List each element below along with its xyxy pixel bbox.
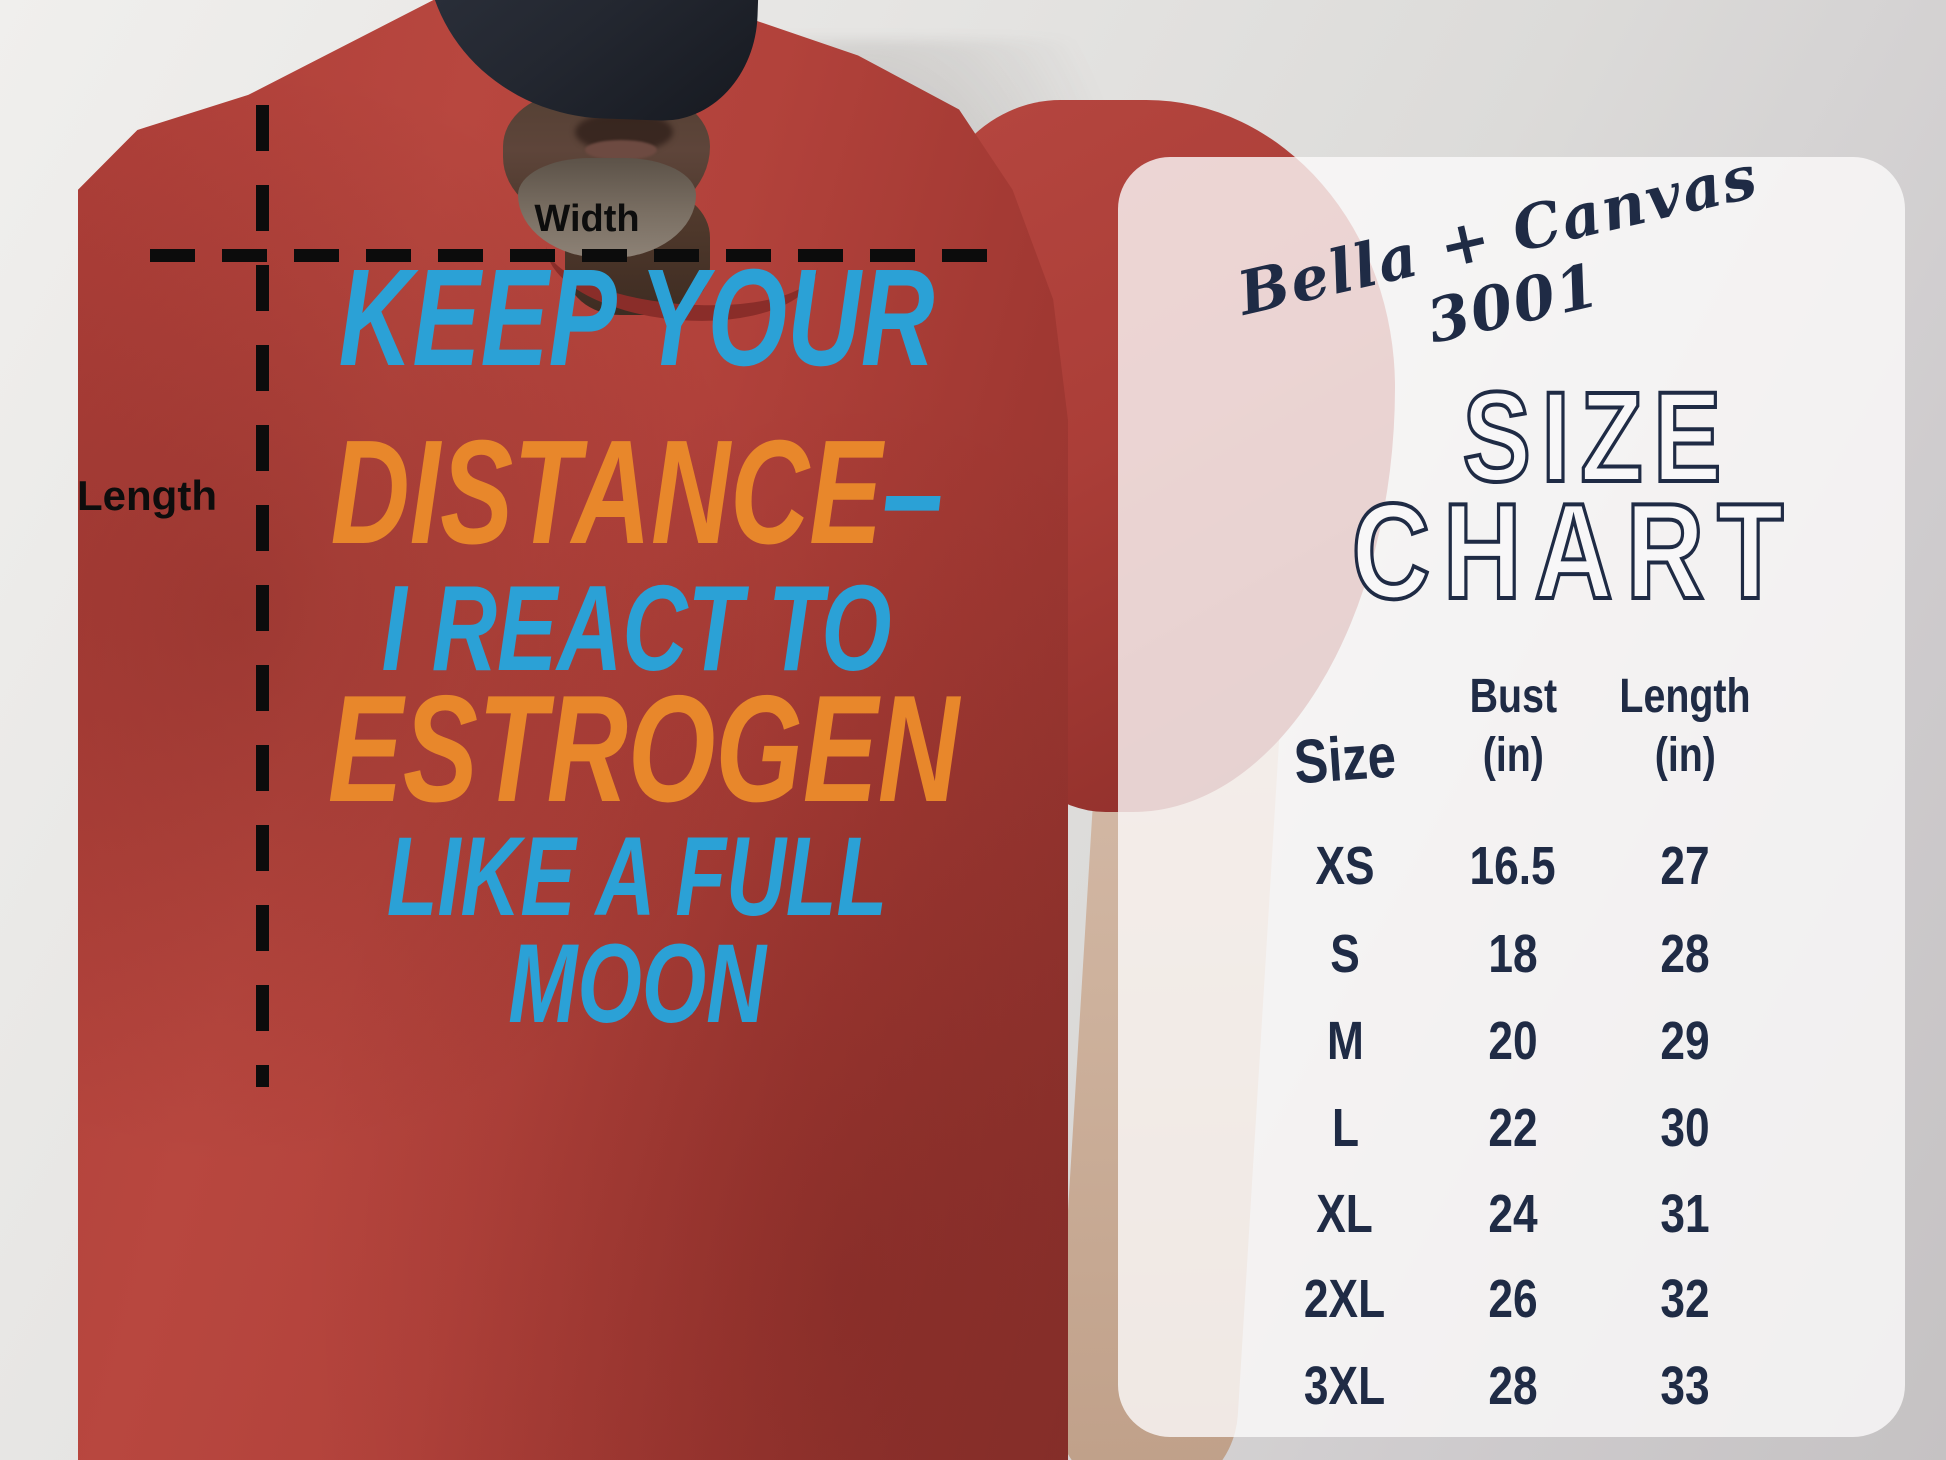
cell-text: 22	[1488, 1098, 1538, 1158]
table-row: XL 24 31	[1245, 1182, 1789, 1246]
size-chart-panel	[1118, 157, 1905, 1437]
print-line: I REACT TO	[217, 567, 1057, 689]
cell-text: 27	[1660, 836, 1710, 896]
column-header-size: Size	[1243, 715, 1448, 806]
cell-text: 24	[1488, 1184, 1538, 1244]
table-cell-bust: 22	[1445, 1096, 1581, 1160]
cell-text: 28	[1660, 924, 1710, 984]
header-text: Bust	[1469, 670, 1557, 723]
cell-text: 33	[1660, 1356, 1710, 1416]
cell-text: 3XL	[1304, 1356, 1386, 1416]
table-header-row: Size Bust (in) Length (in)	[1245, 668, 1789, 800]
table-cell-size: L	[1245, 1096, 1445, 1160]
table-row: 2XL 26 32	[1245, 1267, 1789, 1331]
table-cell-length: 27	[1581, 834, 1789, 898]
cell-text: 31	[1660, 1184, 1710, 1244]
print-line-text: DISTANCE–	[331, 419, 944, 567]
header-unit: (in)	[1654, 728, 1716, 782]
table-row: L 22 30	[1245, 1096, 1789, 1160]
table-cell-bust: 26	[1445, 1267, 1581, 1331]
table-row: M 20 29	[1245, 1009, 1789, 1073]
cell-text: S	[1330, 924, 1360, 984]
print-line: KEEP YOUR	[217, 249, 1057, 387]
column-header-length: Length (in)	[1581, 668, 1789, 800]
table-cell-size: XL	[1245, 1182, 1445, 1246]
table-cell-bust: 18	[1445, 922, 1581, 986]
table-cell-size: XS	[1245, 834, 1445, 898]
table-cell-length: 30	[1581, 1096, 1789, 1160]
table-cell-length: 29	[1581, 1009, 1789, 1073]
cell-text: 29	[1660, 1011, 1710, 1071]
width-guide-line	[150, 249, 992, 262]
length-label: Length	[77, 472, 217, 519]
table-cell-bust: 28	[1445, 1354, 1581, 1418]
column-header-bust: Bust (in)	[1445, 668, 1581, 800]
table-cell-length: 32	[1581, 1267, 1789, 1331]
cell-text: M	[1326, 1011, 1364, 1071]
title-text: CHART	[1350, 475, 1797, 627]
size-chart-title-line2: CHART	[1296, 481, 1785, 621]
model-mouth	[585, 140, 657, 160]
table-cell-bust: 24	[1445, 1182, 1581, 1246]
print-line: LIKE A FULL	[217, 821, 1057, 933]
cell-text: XL	[1316, 1184, 1374, 1244]
header-unit: (in)	[1482, 728, 1544, 782]
width-label: Width	[534, 198, 640, 240]
cell-text: 30	[1660, 1098, 1710, 1158]
print-line-text: LIKE A FULL	[386, 814, 888, 939]
cell-text: 20	[1488, 1011, 1538, 1071]
print-line: MOON	[217, 928, 1057, 1040]
print-line-text: KEEP YOUR	[339, 241, 935, 395]
cell-text: 32	[1660, 1269, 1710, 1329]
table-cell-size: 3XL	[1245, 1354, 1445, 1418]
header-text: Length	[1619, 670, 1751, 723]
cell-text: 16.5	[1469, 836, 1557, 896]
title-text: SIZE	[1461, 366, 1732, 509]
table-row: S 18 28	[1245, 922, 1789, 986]
size-chart-title-line1: SIZE	[1377, 366, 1817, 509]
print-line: DISTANCE–	[217, 419, 1057, 567]
table-cell-size: M	[1245, 1009, 1445, 1073]
length-guide-line	[256, 105, 269, 1087]
cell-text: 2XL	[1304, 1269, 1386, 1329]
header-text: Size	[1291, 721, 1399, 798]
print-dash: –	[882, 410, 944, 575]
table-cell-length: 28	[1581, 922, 1789, 986]
print-line-text: ESTROGEN	[327, 664, 960, 834]
cell-text: L	[1331, 1098, 1359, 1158]
table-cell-size: S	[1245, 922, 1445, 986]
table-cell-bust: 16.5	[1445, 834, 1581, 898]
print-line-text: MOON	[508, 921, 766, 1046]
table-row: 3XL 28 33	[1245, 1354, 1789, 1418]
table-cell-bust: 20	[1445, 1009, 1581, 1073]
cell-text: XS	[1315, 836, 1375, 896]
table-cell-length: 33	[1581, 1354, 1789, 1418]
cell-text: 28	[1488, 1356, 1538, 1416]
table-cell-length: 31	[1581, 1182, 1789, 1246]
print-word: DISTANCE	[330, 410, 883, 575]
table-row: XS 16.5 27	[1245, 834, 1789, 898]
print-line-text: I REACT TO	[382, 560, 892, 696]
model-beard	[518, 158, 696, 258]
cell-text: 26	[1488, 1269, 1538, 1329]
cell-text: 18	[1488, 924, 1538, 984]
table-cell-size: 2XL	[1245, 1267, 1445, 1331]
print-line: ESTROGEN	[217, 673, 1057, 825]
